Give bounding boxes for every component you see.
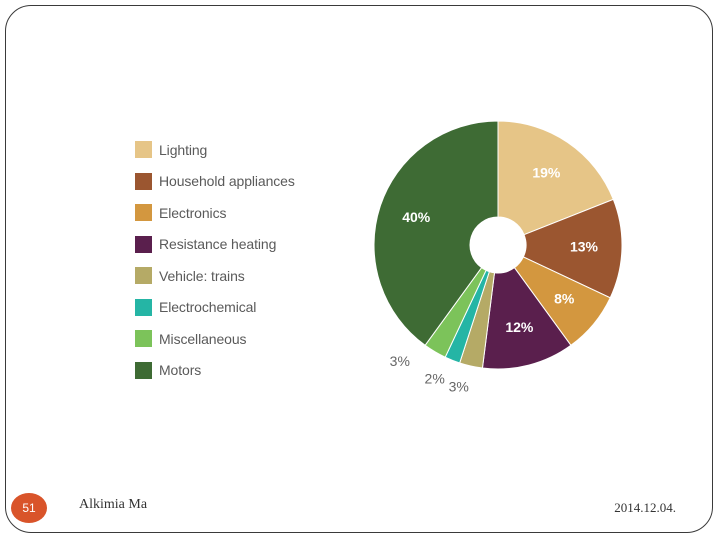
legend-item-electrochemical: Electrochemical — [135, 292, 295, 324]
slice-lighting — [497, 120, 614, 236]
legend-label: Household appliances — [159, 173, 295, 190]
slice-resistance-heating — [481, 266, 572, 370]
slice-label-miscellaneous: 3% — [390, 353, 410, 369]
legend-item-vehicle-trains: Vehicle: trains — [135, 260, 295, 292]
slice-label-electronics: 8% — [554, 291, 575, 307]
chart-legend: Lighting Household appliances Electronic… — [135, 134, 295, 386]
slice-label-electrochemical: 2% — [425, 370, 445, 386]
legend-item-household-appliances: Household appliances — [135, 166, 295, 198]
legend-swatch — [135, 298, 152, 316]
slice-household-appliances — [522, 198, 623, 299]
legend-item-resistance-heating: Resistance heating — [135, 229, 295, 261]
slice-label-resistance-heating: 12% — [505, 319, 534, 335]
slide-date: 2014.12.04. — [614, 500, 676, 515]
legend-swatch — [135, 141, 152, 159]
legend-label: Electrochemical — [159, 299, 257, 316]
slice-label-vehicle-trains: 3% — [449, 378, 469, 394]
legend-swatch — [135, 330, 152, 348]
legend-label: Lighting — [159, 141, 208, 158]
legend-item-electronics: Electronics — [135, 197, 295, 229]
legend-item-motors: Motors — [135, 355, 295, 387]
legend-label: Resistance heating — [159, 236, 277, 253]
legend-item-lighting: Lighting — [135, 134, 295, 166]
page-number-badge: 51 — [11, 493, 47, 523]
slice-label-lighting: 19% — [532, 165, 561, 181]
legend-swatch — [135, 172, 152, 190]
slice-label-motors: 40% — [402, 209, 431, 225]
author-name: Alkimia Ma — [79, 497, 148, 512]
legend-item-miscellaneous: Miscellaneous — [135, 323, 295, 355]
slice-label-household-appliances: 13% — [570, 238, 599, 254]
legend-label: Vehicle: trains — [159, 267, 245, 284]
legend-swatch — [135, 204, 152, 222]
legend-swatch — [135, 267, 152, 285]
legend-label: Electronics — [159, 204, 227, 221]
donut-chart: 19%13%8%12%3%2%3%40% — [373, 120, 623, 394]
legend-label: Miscellaneous — [159, 330, 247, 347]
legend-label: Motors — [159, 362, 202, 379]
legend-swatch — [135, 361, 152, 379]
slice-motors — [373, 120, 499, 347]
legend-swatch — [135, 235, 152, 253]
